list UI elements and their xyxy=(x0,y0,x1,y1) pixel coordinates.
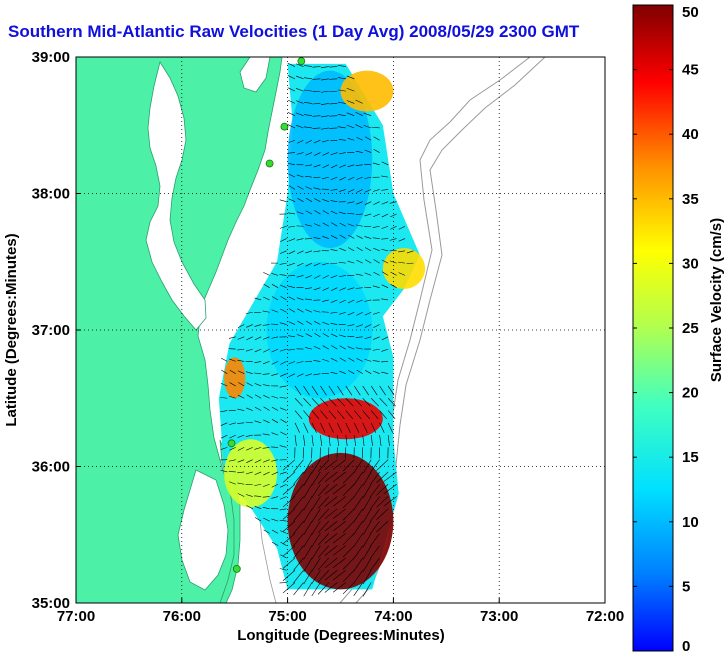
x-tick-label: 77:00 xyxy=(57,608,95,625)
colorbar-tick-label: 5 xyxy=(682,578,690,595)
colorbar-tick-label: 25 xyxy=(682,320,699,337)
pamlico-sound xyxy=(177,469,229,591)
colorbar-tick-label: 0 xyxy=(682,638,690,655)
y-tick-label: 35:00 xyxy=(32,595,70,612)
colorbar-tick-label: 50 xyxy=(682,4,699,21)
radar-station-marker xyxy=(297,57,306,65)
x-tick-label: 75:00 xyxy=(268,608,306,625)
colorbar-tick-label: 15 xyxy=(682,449,699,466)
chart-title: Southern Mid-Atlantic Raw Velocities (1 … xyxy=(8,22,580,41)
velocity-region-1 xyxy=(340,70,394,112)
radar-station-marker xyxy=(227,439,236,448)
velocity-region-5 xyxy=(308,398,383,440)
colorbar-label: Surface Velocity (cm/s) xyxy=(708,218,724,382)
colorbar-tick-label: 40 xyxy=(682,126,699,143)
colorbar-tick-label: 35 xyxy=(682,191,699,208)
y-tick-label: 37:00 xyxy=(32,322,70,339)
radar-station-marker xyxy=(232,564,241,573)
x-tick-label: 73:00 xyxy=(480,608,518,625)
x-tick-label: 76:00 xyxy=(163,608,201,625)
radar-station-marker xyxy=(265,159,274,168)
colorbar xyxy=(632,4,674,652)
velocity-region-4 xyxy=(224,357,246,399)
y-tick-label: 39:00 xyxy=(32,49,70,66)
radar-station-marker xyxy=(280,122,289,131)
velocity-region-2 xyxy=(382,248,426,290)
velocity-region-7 xyxy=(224,439,278,508)
x-tick-label: 72:00 xyxy=(586,608,624,625)
colorbar-tick-label: 20 xyxy=(682,385,699,402)
delaware-bay xyxy=(239,57,271,93)
velocity-vectors xyxy=(220,62,414,597)
colorbar-tick-label: 10 xyxy=(682,514,699,531)
colorbar-tick-label: 30 xyxy=(682,255,699,272)
x-tick-label: 74:00 xyxy=(374,608,412,625)
velocity-region-3 xyxy=(266,261,373,399)
grid-lines xyxy=(76,57,605,603)
colorbar-tick-label: 45 xyxy=(682,62,699,79)
x-axis-label: Longitude (Degrees:Minutes) xyxy=(237,627,445,644)
y-tick-label: 36:00 xyxy=(32,459,70,476)
y-tick-label: 38:00 xyxy=(32,186,70,203)
y-axis-label: Latitude (Degrees:Minutes) xyxy=(3,233,20,426)
